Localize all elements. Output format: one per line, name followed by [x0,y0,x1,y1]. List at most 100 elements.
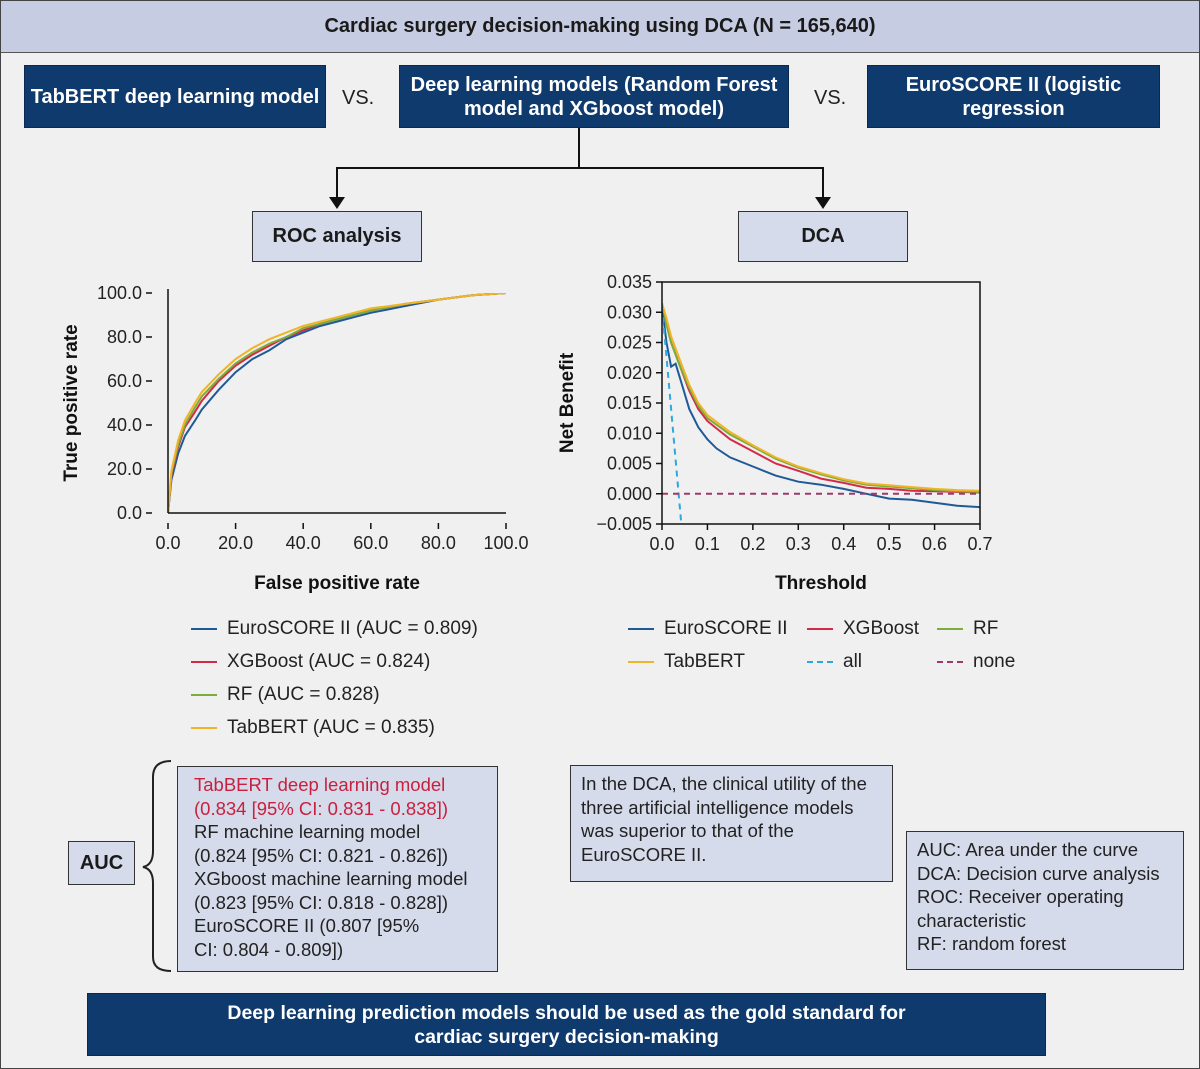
tabbert-swatch [191,727,217,729]
connector-arrows [329,128,831,209]
dca-y-tick-label: 0.035 [607,272,652,292]
dca-x-tick-label: 0.0 [649,534,674,554]
none-swatch [937,661,963,663]
roc-y-axis-label: True positive rate [61,324,82,481]
roc-y-tick-label: 100.0 [97,283,142,303]
dca-note-box: In the DCA, the clinical utility of the … [570,765,893,882]
conclusion-box: Deep learning prediction models should b… [87,993,1046,1056]
auc-rf-value: (0.824 [95% CI: 0.821 - 0.826]) [194,844,449,866]
auc-details-box: TabBERT deep learning model (0.834 [95% … [177,766,498,972]
dca-x-tick-label: 0.1 [695,534,720,554]
roc-line-euroscore [168,293,506,513]
dca-note-line-1: In the DCA, the clinical utility of the [581,773,867,794]
roc-x-tick-label: 100.0 [483,533,528,553]
all-swatch [807,661,833,663]
conclusion-line-2: cardiac surgery decision-making [414,1025,719,1048]
dca-y-tick-label: −0.005 [596,514,652,534]
abbreviations-box: AUC: Area under the curve DCA: Decision … [906,831,1184,970]
roc-legend-tabbert: TabBERT (AUC = 0.835) [191,717,435,739]
abbrev-auc: AUC: Area under the curve [917,839,1139,860]
rf-swatch [937,628,963,630]
dca-x-tick-label: 0.6 [922,534,947,554]
euroscore-swatch [191,628,217,630]
ml-models-line-2: model and XGboost model) [463,97,724,120]
euroscore-swatch [628,628,654,630]
roc-chart: 0.0 20.0 40.0 60.0 80.0 100.0 0.0 20.0 40.0 60.0 8… [61,283,529,594]
dca-legend-xgboost: XGBoost [807,618,919,640]
roc-legend-rf-label: RF (AUC = 0.828) [227,684,380,705]
roc-legend-xgboost: XGBoost (AUC = 0.824) [191,651,430,673]
roc-y-tick-label: 0.0 [117,503,142,523]
roc-legend-xgboost-label: XGBoost (AUC = 0.824) [227,651,431,672]
roc-x-tick-label: 20.0 [218,533,253,553]
roc-series-group [168,293,506,513]
dca-y-tick-label: 0.005 [607,454,652,474]
roc-y-tick-label: 60.0 [107,371,142,391]
dca-y-tick-label: 0.010 [607,423,652,443]
dca-x-axis-label: Threshold [775,573,867,594]
roc-analysis-box: ROC analysis [252,211,422,262]
ml-models-line-1: Deep learning models (Random Forest [410,73,778,96]
auc-euroscore-name: EuroSCORE II (0.807 [95% [194,915,420,936]
rf-swatch [191,694,217,696]
roc-x-tick-label: 40.0 [286,533,321,553]
dca-legend-none-label: none [973,651,1016,672]
dca-note-line-4: EuroSCORE II. [581,843,707,865]
dca-legend-euroscore: EuroSCORE II [628,618,788,640]
roc-legend-euroscore: EuroSCORE II (AUC = 0.809) [191,618,478,640]
vs-label-2: VS. [814,87,847,109]
dca-chart: 0.0 0.1 0.2 0.3 0.4 0.5 0.6 0.7 −0.005 0.000 0.005… [557,272,993,594]
dca-x-tick-label: 0.2 [740,534,765,554]
dca-y-tick-label: 0.015 [607,393,652,413]
roc-line-rf [168,293,506,513]
roc-x-tick-label: 60.0 [353,533,388,553]
xgboost-swatch [191,661,217,663]
dca-note-line-2: three artificial intelligence models [581,796,854,818]
dca-series-group [662,302,980,524]
roc-line-tabbert [168,293,506,513]
roc-x-tick-label: 0.0 [155,533,180,553]
dca-x-tick-label: 0.3 [786,534,811,554]
dca-legend-euroscore-label: EuroSCORE II [664,618,788,639]
dca-line-rf [662,302,980,493]
roc-x-tick-label: 80.0 [421,533,456,553]
dca-legend-all-label: all [843,651,863,672]
dca-line-all [662,306,683,524]
auc-xgboost-name: XGboost machine learning model [194,868,468,889]
abbrev-rf: RF: random forest [917,933,1067,954]
dca-x-tick-label: 0.7 [967,534,992,554]
roc-y-tick-label: 80.0 [107,327,142,347]
dca-line-tabbert [662,302,980,492]
auc-brace [142,760,172,972]
dca-line-euroscore [662,306,980,509]
ml-models-box: Deep learning models (Random Forest mode… [399,65,789,128]
roc-legend-rf: RF (AUC = 0.828) [191,684,380,706]
euroscore-line-1: EuroSCORE II (logistic [905,73,1122,96]
auc-euroscore-value: CI: 0.804 - 0.809]) [194,938,344,960]
dca-x-tick-label: 0.4 [831,534,856,554]
roc-x-axis-label: False positive rate [254,573,420,594]
dca-frame [661,281,981,525]
xgboost-swatch [807,628,833,630]
abbrev-roc: ROC: Receiver operating [917,886,1124,907]
tabbert-swatch [628,661,654,663]
dca-box: DCA [738,211,908,262]
auc-tabbert-name: TabBERT deep learning model [194,774,446,795]
roc-y-tick-label: 20.0 [107,459,142,479]
roc-y-tick-label: 40.0 [107,415,142,435]
dca-legend-tabbert: TabBERT [628,651,745,673]
euroscore-line-2: regression [962,97,1065,120]
euroscore-model-box: EuroSCORE II (logistic regression [867,65,1160,128]
dca-note-line-3: was superior to that of the [581,820,794,841]
roc-legend-euroscore-label: EuroSCORE II (AUC = 0.809) [227,618,478,639]
auc-label-box: AUC [68,841,135,885]
dca-legend-tabbert-label: TabBERT [664,651,745,672]
dca-legend-xgboost-label: XGBoost [843,618,920,639]
dca-legend-all: all [807,651,862,673]
dca-y-tick-label: 0.030 [607,302,652,322]
dca-y-tick-label: 0.000 [607,484,652,504]
roc-legend-tabbert-label: TabBERT (AUC = 0.835) [227,717,435,738]
dca-y-axis-label: Net Benefit [557,352,578,453]
abbrev-dca: DCA: Decision curve analysis [917,862,1160,884]
